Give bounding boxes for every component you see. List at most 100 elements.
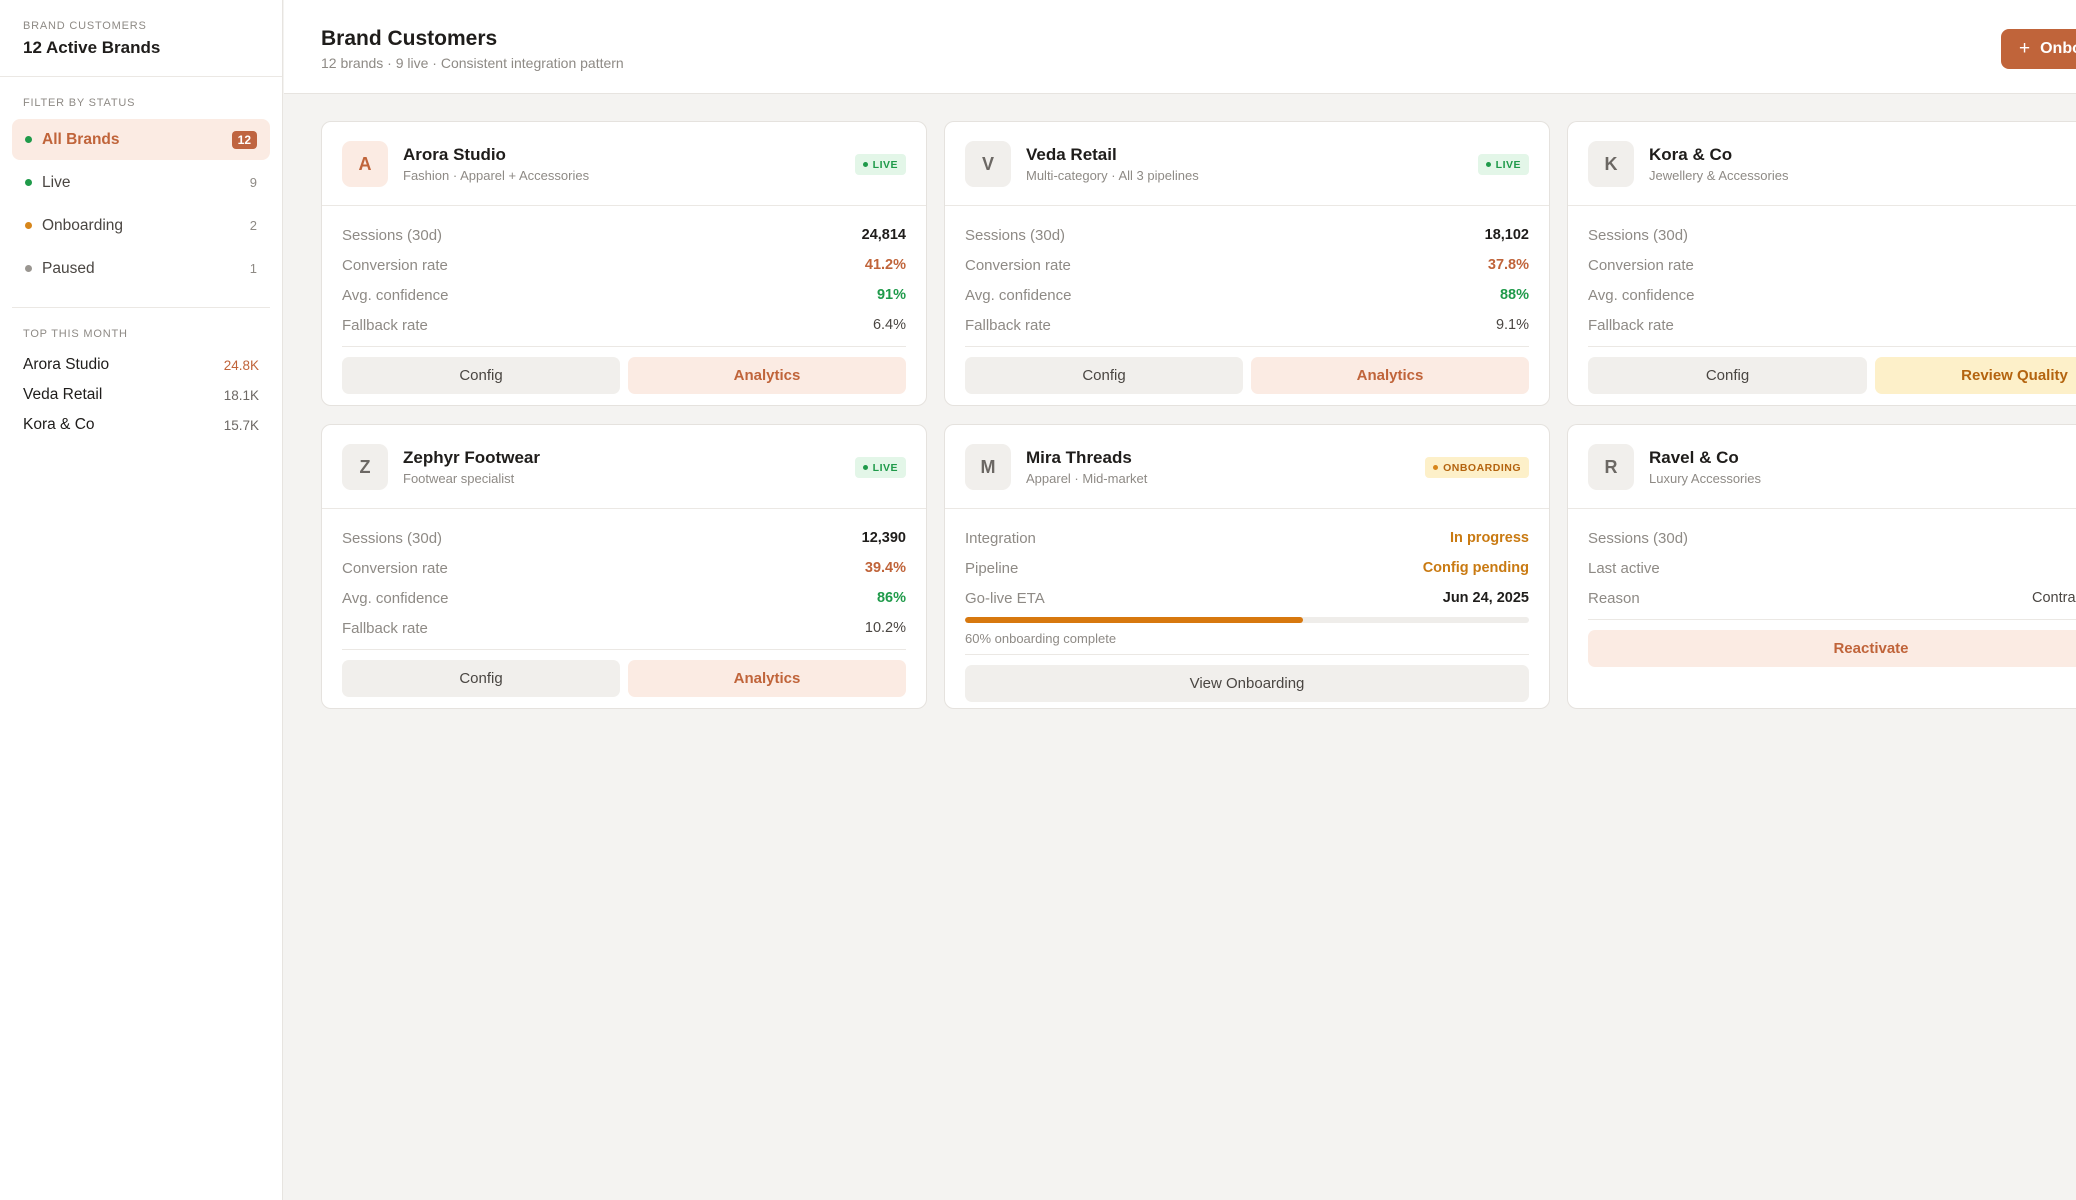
reactivate-button[interactable]: Reactivate [1588,630,2076,667]
card-actions: Config Review Quality [1588,357,2076,394]
metric-label: Avg. confidence [342,589,449,607]
badge-label: ONBOARDING [1443,461,1521,474]
filter-live[interactable]: Live 9 [12,162,270,203]
metric-value: 18,102 [1484,227,1529,243]
metric-row: Avg. confidence 91% [342,280,906,310]
metric-label: Fallback rate [342,619,428,637]
filter-label: Live [42,173,71,191]
metric-value: 24,814 [861,227,906,243]
sidebar: BRAND CUSTOMERS 12 Active Brands FILTER … [0,0,283,1200]
onboard-brand-button[interactable]: + Onboard Brand [2001,29,2076,69]
card-divider [342,649,906,650]
filter-all-brands[interactable]: All Brands 12 [12,119,270,160]
brand-card-zephyr-footwear: Z Zephyr Footwear Footwear specialist LI… [321,424,927,709]
card-header: Z Zephyr Footwear Footwear specialist LI… [322,425,926,509]
card-divider [965,654,1529,655]
brand-meta: Footwear specialist [403,471,515,486]
metric-row: Fallback rate 10.2% [342,613,906,643]
metric-row: Conversion rate 39.4% [342,553,906,583]
metric-row: Fallback rate 6.4% [342,310,906,340]
config-button[interactable]: Config [1588,357,1867,394]
sidebar-header: BRAND CUSTOMERS 12 Active Brands [0,0,282,77]
onboard-button-label: Onboard Brand [2040,40,2076,57]
metric-label: Fallback rate [1588,316,1674,334]
brand-meta: Multi-category · All 3 pipelines [1026,168,1199,183]
card-body: Sessions (30d) 18,102 Conversion rate 37.8… [945,206,1549,394]
view-onboarding-button[interactable]: View Onboarding [965,665,1529,702]
top-item-name: Veda Retail [23,386,103,403]
brand-card-ravel-co: R Ravel & Co Luxury Accessories Sessions… [1567,424,2076,709]
brand-meta: Jewellery & Accessories [1649,168,1789,183]
brand-card-mira-threads: M Mira Threads Apparel · Mid-market ONBO… [944,424,1550,709]
metric-label: Integration [965,529,1036,547]
card-header: V Veda Retail Multi-category · All 3 pip… [945,122,1549,206]
avatar: R [1588,444,1634,490]
metric-value: 86% [876,590,906,606]
top-item-arora-studio[interactable]: Arora Studio 24.8K [12,350,270,380]
metric-value: In progress [1450,530,1529,546]
metric-label: Sessions (30d) [1588,529,1689,547]
status-dot-icon [25,265,32,272]
brand-card-veda-retail: V Veda Retail Multi-category · All 3 pip… [944,121,1550,406]
progress-label: 60% onboarding complete [965,631,1117,646]
metric-row: Fallback rate 9.1% [965,310,1529,340]
metric-row: Sessions (30d) 12,390 [342,523,906,553]
brand-name: Zephyr Footwear [403,448,540,467]
top-item-value: 15.7K [223,417,259,433]
avatar: M [965,444,1011,490]
metric-value: 10.2% [864,620,906,636]
metric-value: 6.4% [872,317,906,333]
metric-row: Fallback rate [1588,310,2076,340]
filter-section-label: FILTER BY STATUS [23,97,136,109]
metric-label: Fallback rate [342,316,428,334]
top-item-value: 18.1K [223,387,259,403]
metric-value: 88% [1499,287,1529,303]
filter-paused[interactable]: Paused 1 [12,248,270,289]
filter-label: Paused [42,259,95,277]
review-quality-button[interactable]: Review Quality [1875,357,2076,394]
metric-row: Last active [1588,553,2076,583]
card-header: A Arora Studio Fashion · Apparel + Acces… [322,122,926,206]
filter-onboarding[interactable]: Onboarding 2 [12,205,270,246]
metric-label: Go-live ETA [965,589,1045,607]
metric-row: Integration In progress [965,523,1529,553]
metric-value: Config pending [1422,560,1529,576]
status-dot-icon [862,465,868,470]
metric-label: Avg. confidence [965,286,1072,304]
sidebar-divider [12,307,270,308]
top-item-kora-co[interactable]: Kora & Co 15.7K [12,410,270,440]
metric-value: Contra [2032,590,2076,606]
badge-label: LIVE [1495,158,1521,171]
metric-label: Avg. confidence [342,286,449,304]
status-badge: LIVE [854,457,906,478]
top-section-label: TOP THIS MONTH [23,328,128,340]
status-filter-section: FILTER BY STATUS All Brands 12 Live 9 On… [0,77,282,289]
metric-row: Sessions (30d) 18,102 [965,220,1529,250]
onboarding-progress-bar [965,617,1529,623]
status-dot-icon [862,162,868,167]
avatar: K [1588,141,1634,187]
metric-row: Pipeline Config pending [965,553,1529,583]
sidebar-title: 12 Active Brands [23,38,161,57]
metric-label: Sessions (30d) [965,226,1066,244]
metric-value: 39.4% [864,560,906,576]
metric-row: Avg. confidence 86% [342,583,906,613]
config-button[interactable]: Config [342,357,620,394]
metric-label: Sessions (30d) [1588,226,1689,244]
metric-row: Reason Contra [1588,583,2076,613]
top-item-veda-retail[interactable]: Veda Retail 18.1K [12,380,270,410]
analytics-button[interactable]: Analytics [628,357,906,394]
analytics-button[interactable]: Analytics [1251,357,1529,394]
status-dot-icon [1485,162,1491,167]
filter-count: 9 [249,175,257,190]
filter-label: Onboarding [42,216,124,234]
metric-label: Conversion rate [965,256,1071,274]
brand-name: Arora Studio [403,145,506,164]
config-button[interactable]: Config [965,357,1243,394]
analytics-button[interactable]: Analytics [628,660,906,697]
card-actions: Reactivate [1588,630,2076,667]
metric-value: 91% [876,287,906,303]
card-body: Sessions (30d) 24,814 Conversion rate 41.2… [322,206,926,394]
metric-row: Avg. confidence [1588,280,2076,310]
config-button[interactable]: Config [342,660,620,697]
